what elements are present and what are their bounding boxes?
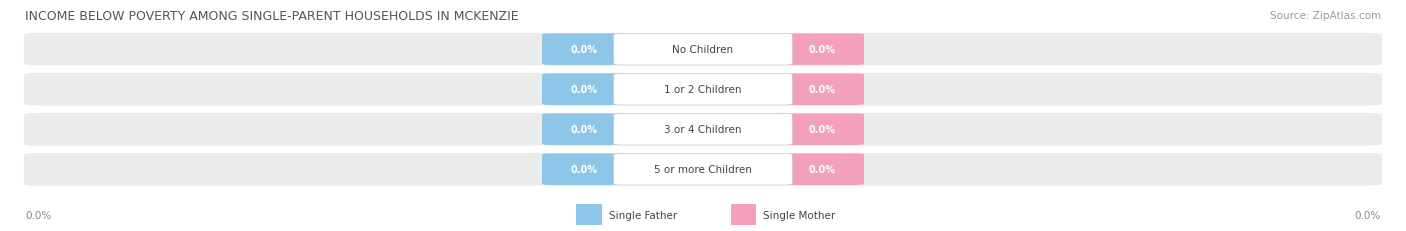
FancyBboxPatch shape — [779, 114, 863, 145]
Text: 5 or more Children: 5 or more Children — [654, 164, 752, 174]
Text: No Children: No Children — [672, 45, 734, 55]
Text: Single Father: Single Father — [609, 210, 678, 220]
Text: Source: ZipAtlas.com: Source: ZipAtlas.com — [1270, 11, 1381, 21]
FancyBboxPatch shape — [24, 113, 1382, 146]
FancyBboxPatch shape — [543, 74, 627, 106]
FancyBboxPatch shape — [543, 154, 627, 185]
Text: 0.0%: 0.0% — [571, 45, 598, 55]
Text: 0.0%: 0.0% — [571, 85, 598, 95]
Text: 0.0%: 0.0% — [571, 125, 598, 135]
FancyBboxPatch shape — [614, 154, 793, 185]
FancyBboxPatch shape — [24, 153, 1382, 186]
Text: 0.0%: 0.0% — [808, 164, 835, 174]
Text: INCOME BELOW POVERTY AMONG SINGLE-PARENT HOUSEHOLDS IN MCKENZIE: INCOME BELOW POVERTY AMONG SINGLE-PARENT… — [25, 10, 519, 23]
FancyBboxPatch shape — [731, 204, 756, 225]
Text: 0.0%: 0.0% — [571, 164, 598, 174]
Text: 0.0%: 0.0% — [1354, 210, 1381, 220]
FancyBboxPatch shape — [614, 34, 793, 66]
Text: 0.0%: 0.0% — [808, 45, 835, 55]
FancyBboxPatch shape — [543, 34, 627, 66]
FancyBboxPatch shape — [614, 74, 793, 106]
FancyBboxPatch shape — [543, 114, 627, 145]
FancyBboxPatch shape — [779, 34, 863, 66]
Text: 3 or 4 Children: 3 or 4 Children — [664, 125, 742, 135]
Text: Single Mother: Single Mother — [763, 210, 835, 220]
FancyBboxPatch shape — [779, 154, 863, 185]
FancyBboxPatch shape — [614, 114, 793, 145]
FancyBboxPatch shape — [576, 204, 602, 225]
FancyBboxPatch shape — [779, 74, 863, 106]
Text: 0.0%: 0.0% — [25, 210, 52, 220]
Text: 0.0%: 0.0% — [808, 85, 835, 95]
Text: 1 or 2 Children: 1 or 2 Children — [664, 85, 742, 95]
FancyBboxPatch shape — [24, 74, 1382, 106]
FancyBboxPatch shape — [24, 34, 1382, 66]
Text: 0.0%: 0.0% — [808, 125, 835, 135]
